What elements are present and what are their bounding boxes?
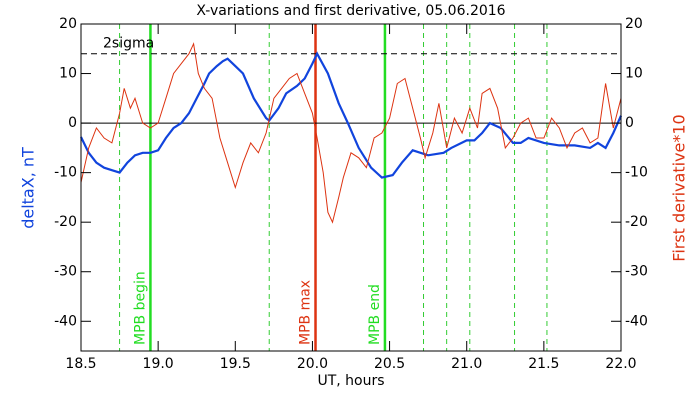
x-tick-label: 18.5: [65, 356, 96, 372]
vertical-line-label: MPB max: [298, 280, 314, 345]
plot-frame: [80, 23, 622, 352]
x-tick-label: 22.0: [605, 356, 636, 372]
x-axis-label: UT, hours: [317, 373, 384, 389]
y2-axis-label: First derivative*10: [670, 114, 689, 261]
y-tick-label: -30: [54, 264, 77, 280]
vertical-line-label: MPB begin: [132, 271, 148, 345]
y-tick-label: 0: [68, 115, 77, 131]
y-axis-label: deltaX, nT: [19, 147, 38, 229]
y2-tick-label: -40: [625, 313, 648, 329]
y2-tick-label: -10: [625, 165, 648, 181]
y2-tick-label: 20: [625, 16, 643, 32]
y2-tick-label: 0: [625, 115, 634, 131]
x-tick-label: 19.5: [220, 356, 251, 372]
y-tick-label: 20: [59, 16, 77, 32]
data-line: [80, 42, 622, 224]
y2-tick-label: -30: [625, 264, 648, 280]
x-tick-label: 20.5: [374, 356, 405, 372]
data-line: [80, 51, 623, 179]
x-tick-label: 19.0: [143, 356, 174, 372]
x-tick-label: 20.0: [297, 356, 328, 372]
chart-title: X-variations and first derivative, 05.06…: [196, 3, 505, 19]
x-tick-label: 21.5: [528, 356, 559, 372]
y-tick-label: -20: [54, 214, 77, 230]
y-tick-label: -10: [54, 165, 77, 181]
horizontal-line-label: 2sigma: [103, 36, 154, 52]
y2-tick-label: 10: [625, 66, 643, 82]
y-tick-label: -40: [54, 313, 77, 329]
y2-tick-label: -20: [625, 214, 648, 230]
y-tick-label: 10: [59, 66, 77, 82]
x-tick-label: 21.0: [451, 356, 482, 372]
vertical-line-label: MPB end: [367, 284, 383, 345]
